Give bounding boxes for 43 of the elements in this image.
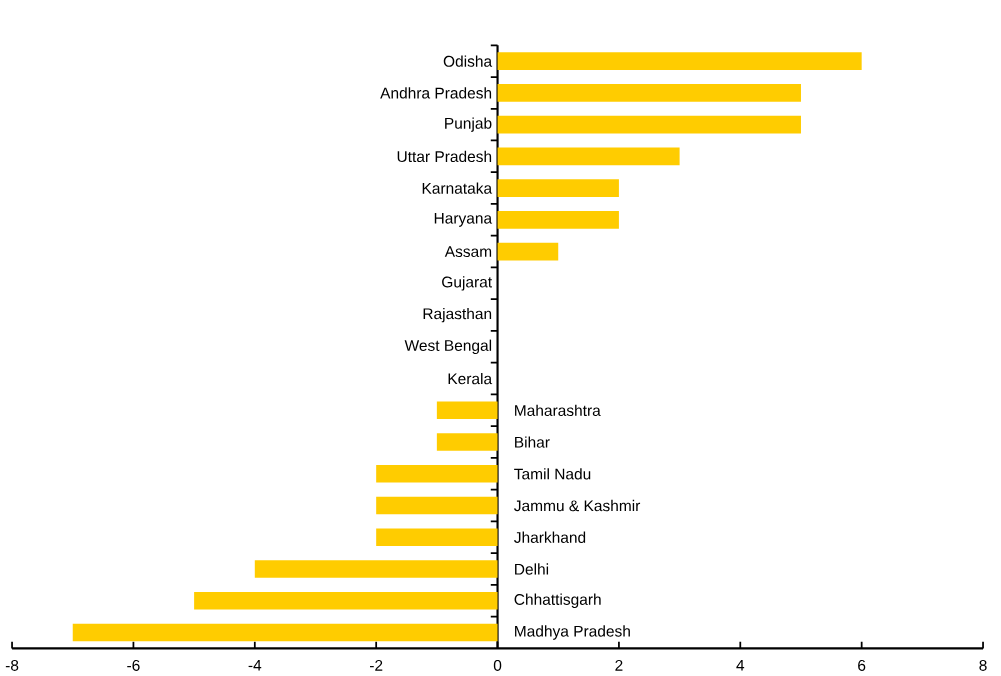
x-tick-label: -2: [369, 659, 383, 671]
y-tick-label: Assam: [444, 246, 492, 257]
y-tick-label: Kerala: [448, 372, 493, 385]
bar: [376, 528, 498, 547]
x-tick-label: 8: [979, 659, 987, 671]
y-tick-label: Karnataka: [422, 182, 493, 194]
bar: [72, 623, 498, 642]
y-tick-label: Haryana: [434, 212, 493, 227]
y-tick-label: Odisha: [443, 55, 493, 67]
bar: [497, 211, 619, 229]
bar: [497, 52, 862, 70]
x-tick-label: 4: [736, 659, 745, 671]
bar: [497, 84, 801, 102]
bar: [497, 242, 559, 261]
bar: [497, 147, 680, 166]
y-tick-label: Punjab: [445, 117, 492, 132]
y-tick-label: Delhi: [515, 563, 549, 575]
y-tick-label: Bihar: [515, 436, 550, 448]
x-tick-label: -4: [248, 659, 262, 671]
y-tick-label: Uttar Pradesh: [397, 150, 492, 163]
bar: [194, 591, 498, 610]
y-tick-label: Gujarat: [442, 276, 492, 291]
bar: [254, 560, 498, 578]
bar: [436, 433, 498, 451]
x-tick-label: 0: [493, 659, 502, 671]
y-tick-label: Jammu & Kashmir: [514, 499, 641, 512]
bar: [436, 401, 498, 420]
y-tick-label: Madhya Pradesh: [515, 625, 630, 640]
y-tick-label: Rajasthan: [423, 307, 492, 323]
y-tick-label: Maharashtra: [515, 404, 601, 416]
y-tick-label: Jharkhand: [514, 531, 586, 543]
x-tick-label: -8: [5, 659, 19, 671]
bar: [497, 179, 619, 197]
x-tick-label: 2: [615, 659, 623, 671]
x-tick-label: 6: [858, 659, 866, 671]
x-tick-label: -6: [127, 659, 140, 671]
bar: [376, 465, 498, 483]
y-tick-label: West Bengal: [404, 339, 492, 355]
y-tick-label: Andhra Pradesh: [380, 87, 492, 99]
y-tick-label: Tamil Nadu: [514, 468, 591, 480]
bar: [497, 115, 801, 134]
y-tick-label: Chhattisgarh: [514, 593, 601, 608]
bar: [376, 496, 498, 515]
